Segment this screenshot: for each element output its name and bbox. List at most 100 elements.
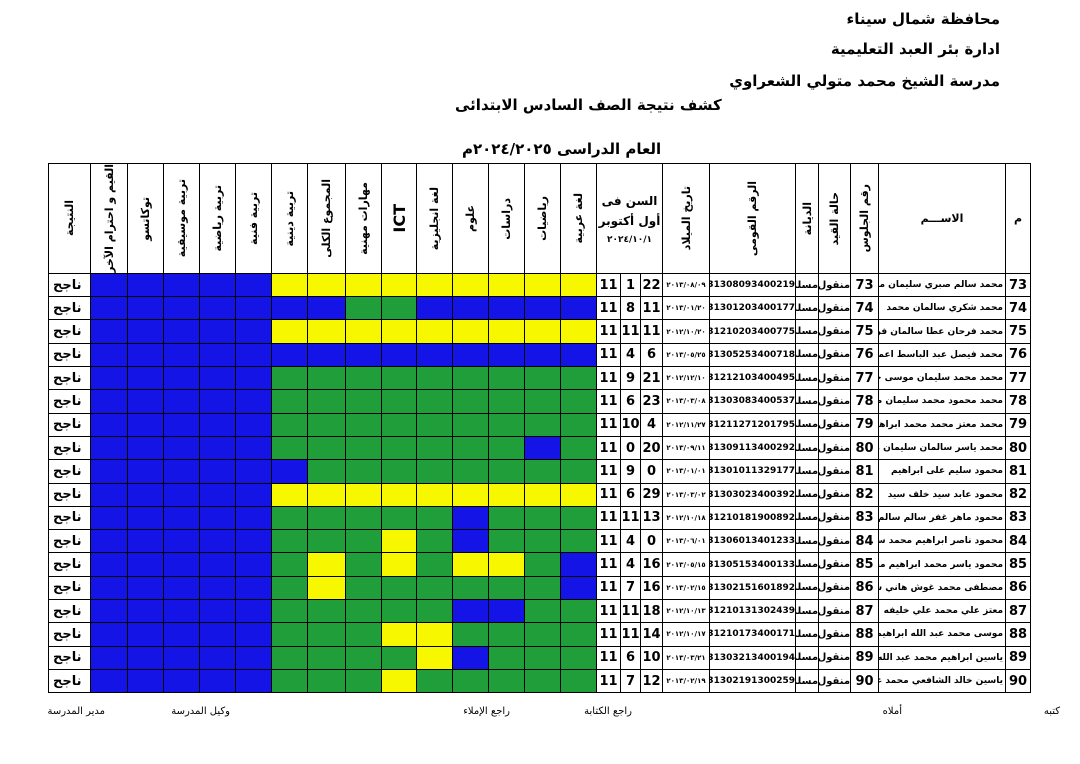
grade-cell [416,296,453,321]
cell: مصطفى محمد غوش هاني سليم [878,575,1007,601]
column-header-text: م [1013,211,1023,225]
subject-header-text: لغة انجليزية [428,186,441,251]
grade-cell [381,552,417,577]
cell: 0 [640,529,664,554]
grade-cell [90,505,128,531]
cell: ٢٠١٢/١٠/١٨ [662,505,711,531]
cell: منقول [818,459,852,484]
result: ناجح [48,599,91,624]
cell: محمود سليم على ابراهيم [878,459,1007,484]
cell: منقول [818,389,852,414]
cell: 4 [640,412,664,437]
grade-cell [271,529,308,554]
cell: ٢٠١٣/٠٨/٠٩ [662,272,711,298]
cell: 31210131302439 [709,599,797,624]
grade-cell [235,435,272,461]
result: ناجح [48,389,91,414]
column-header: م [1005,163,1032,274]
grade-cell [381,366,417,391]
grade-cell [560,296,597,321]
cell: 6 [640,342,664,368]
cell: 31309113400292 [709,435,797,461]
cell: ٢٠١٣/٠٢/١٩ [662,668,711,694]
grade-cell [199,296,236,321]
footer-label: أملاه [882,706,902,717]
grade-cell [235,412,272,437]
grade-cell [488,529,525,554]
grade-cell [524,342,561,368]
grade-cell [560,529,597,554]
grade-cell [416,552,453,577]
grade-cell [90,319,128,344]
grade-cell [307,272,346,298]
year: العام الدراسى ٢٠٢٤/٢٠٢٥م [462,140,662,158]
grade-cell [524,529,561,554]
grade-cell [307,552,346,577]
column-header: الديانة [795,163,820,274]
grade-cell [235,529,272,554]
subject-header: توكاتسو [127,163,164,274]
cell: مسلم [795,529,820,554]
cell: محمود ناصر ابراهيم محمد سليم [878,529,1007,554]
cell: 11 [595,366,622,391]
grade-cell [560,552,597,577]
grade-cell [307,459,346,484]
grade-cell [524,435,561,461]
grade-cell [90,342,128,368]
grade-cell [127,342,164,368]
grade-cell [163,505,200,531]
cell: 22 [640,272,664,298]
grade-cell [163,319,200,344]
grade-cell [524,389,561,414]
grade-cell [345,668,382,694]
result: ناجح [48,412,91,437]
grade-cell [163,599,200,624]
grade-cell [127,366,164,391]
cell: 31301203400177 [709,296,797,321]
grade-cell [127,412,164,437]
cell: 4 [620,529,642,554]
result: ناجح [48,575,91,601]
grade-cell [235,342,272,368]
grade-cell [452,622,489,647]
grade-cell [524,552,561,577]
grade-cell [381,622,417,647]
grade-cell [163,272,200,298]
grade-cell [345,599,382,624]
grade-cell [524,319,561,344]
cell: ٢٠١٢/١٠/٢٠ [662,319,711,344]
subject-header: تربية موسيقية [163,163,200,274]
grade-cell [163,342,200,368]
cell: 11 [595,389,622,414]
cell: محمد محمود محمد سليمان محمد [878,389,1007,414]
subject-header: تربية دينية [271,163,308,274]
grade-cell [488,366,525,391]
grade-cell [381,505,417,531]
subject-header: مهارات مهنية [345,163,382,274]
grade-cell [271,645,308,670]
cell: مسلم [795,342,820,368]
cell: مسلم [795,366,820,391]
grade-cell [235,599,272,624]
grade-cell [163,622,200,647]
cell: 11 [620,599,642,624]
cell: مسلم [795,412,820,437]
cell: ٢٠١٣/٠٢/١٥ [662,575,711,601]
grade-cell [345,342,382,368]
title: كشف نتيجة الصف السادس الابتدائى [455,96,722,114]
cell: 31212103400495 [709,366,797,391]
grade-cell [199,645,236,670]
cell: 31302151601892 [709,575,797,601]
column-header-text: الرقم القومى [746,180,760,256]
grade-cell [199,459,236,484]
subject-header: القيم و احترام الآخر [90,163,128,274]
cell: منقول [818,505,852,531]
cell: منقول [818,622,852,647]
grade-cell [127,575,164,601]
subject-header-text: تربية دينية [283,190,296,247]
result: ناجح [48,342,91,368]
